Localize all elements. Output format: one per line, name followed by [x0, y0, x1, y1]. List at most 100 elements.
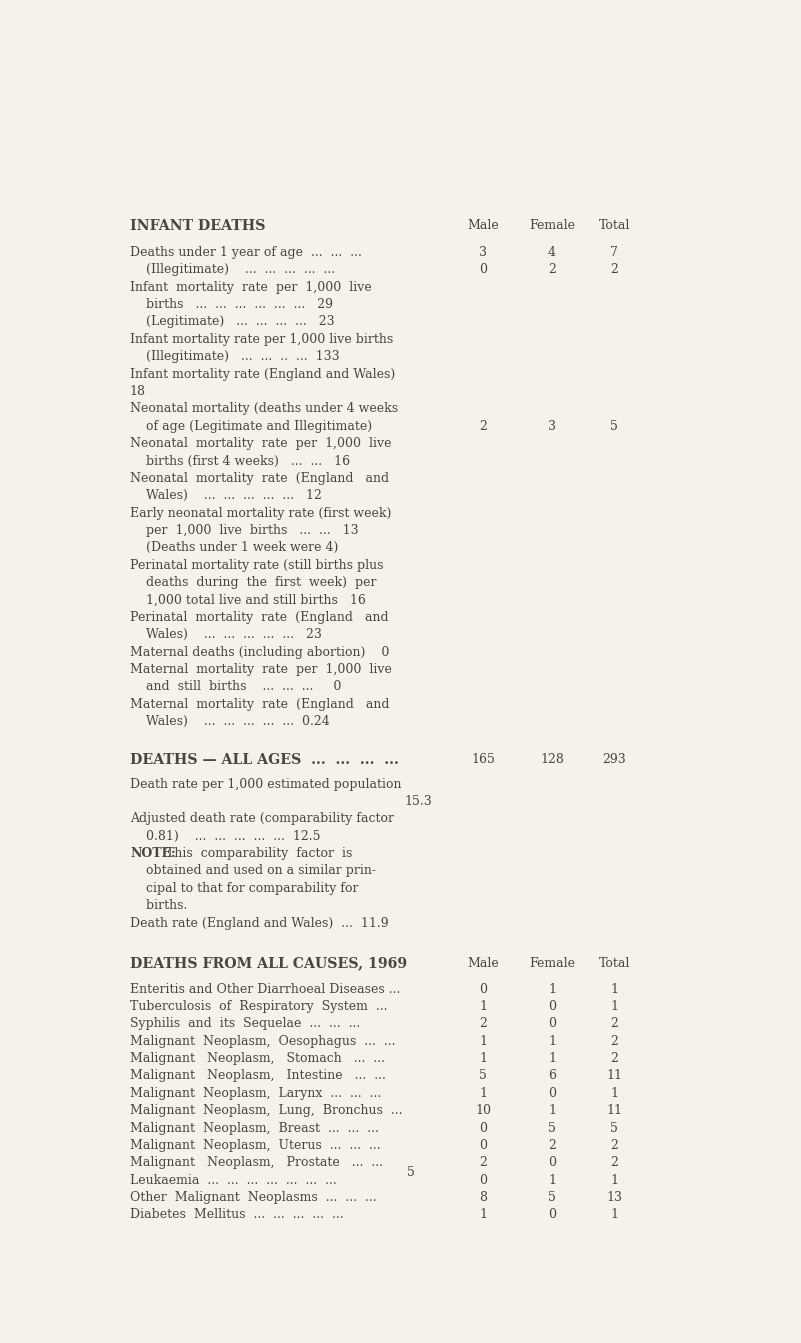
Text: 2: 2: [610, 1018, 618, 1030]
Text: 1: 1: [610, 1174, 618, 1187]
Text: Malignant   Neoplasm,   Prostate   ...  ...: Malignant Neoplasm, Prostate ... ...: [130, 1156, 383, 1170]
Text: Enteritis and Other Diarrhoeal Diseases ...: Enteritis and Other Diarrhoeal Diseases …: [130, 983, 400, 995]
Text: births   ...  ...  ...  ...  ...  ...   29: births ... ... ... ... ... ... 29: [130, 298, 333, 312]
Text: 4: 4: [548, 246, 556, 259]
Text: Malignant   Neoplasm,   Stomach   ...  ...: Malignant Neoplasm, Stomach ... ...: [130, 1052, 385, 1065]
Text: 1: 1: [479, 1052, 487, 1065]
Text: 0: 0: [548, 1001, 556, 1013]
Text: 1: 1: [548, 1052, 556, 1065]
Text: 2: 2: [548, 1139, 556, 1152]
Text: 1: 1: [548, 983, 556, 995]
Text: 1: 1: [610, 983, 618, 995]
Text: 5: 5: [548, 1191, 556, 1205]
Text: 0: 0: [479, 1139, 487, 1152]
Text: 2: 2: [610, 1156, 618, 1170]
Text: 2: 2: [610, 263, 618, 277]
Text: DEATHS FROM ALL CAUSES, 1969: DEATHS FROM ALL CAUSES, 1969: [130, 956, 407, 971]
Text: 2: 2: [479, 1156, 487, 1170]
Text: Malignant  Neoplasm,  Oesophagus  ...  ...: Malignant Neoplasm, Oesophagus ... ...: [130, 1034, 396, 1048]
Text: 5: 5: [610, 420, 618, 432]
Text: Malignant  Neoplasm,  Lung,  Bronchus  ...: Malignant Neoplasm, Lung, Bronchus ...: [130, 1104, 402, 1117]
Text: Wales)    ...  ...  ...  ...  ...   12: Wales) ... ... ... ... ... 12: [130, 489, 322, 502]
Text: Total: Total: [598, 219, 630, 232]
Text: and  still  births    ...  ...  ...     0: and still births ... ... ... 0: [130, 681, 341, 693]
Text: INFANT DEATHS: INFANT DEATHS: [130, 219, 265, 234]
Text: 2: 2: [610, 1052, 618, 1065]
Text: Infant mortality rate (England and Wales): Infant mortality rate (England and Wales…: [130, 368, 395, 380]
Text: 2: 2: [479, 420, 487, 432]
Text: 0: 0: [548, 1018, 556, 1030]
Text: 5: 5: [407, 1166, 414, 1179]
Text: NOTE:: NOTE:: [130, 847, 175, 860]
Text: DEATHS — ALL AGES  ...  ...  ...  ...: DEATHS — ALL AGES ... ... ... ...: [130, 753, 399, 767]
Text: 10: 10: [475, 1104, 491, 1117]
Text: Perinatal mortality rate (still births plus: Perinatal mortality rate (still births p…: [130, 559, 384, 572]
Text: (Deaths under 1 week were 4): (Deaths under 1 week were 4): [130, 541, 338, 555]
Text: 13: 13: [606, 1191, 622, 1205]
Text: Wales)    ...  ...  ...  ...  ...  0.24: Wales) ... ... ... ... ... 0.24: [130, 714, 330, 728]
Text: 11: 11: [606, 1104, 622, 1117]
Text: Female: Female: [529, 219, 575, 232]
Text: 3: 3: [479, 246, 487, 259]
Text: 5: 5: [479, 1069, 487, 1082]
Text: 1: 1: [610, 1001, 618, 1013]
Text: 0: 0: [479, 1121, 487, 1135]
Text: Male: Male: [467, 219, 499, 232]
Text: Male: Male: [467, 956, 499, 970]
Text: 7: 7: [610, 246, 618, 259]
Text: (Legitimate)   ...  ...  ...  ...   23: (Legitimate) ... ... ... ... 23: [130, 316, 335, 329]
Text: 15.3: 15.3: [405, 795, 433, 808]
Text: 0: 0: [548, 1156, 556, 1170]
Text: 165: 165: [471, 753, 495, 767]
Text: Maternal  mortality  rate  per  1,000  live: Maternal mortality rate per 1,000 live: [130, 663, 392, 676]
Text: Diabetes  Mellitus  ...  ...  ...  ...  ...: Diabetes Mellitus ... ... ... ... ...: [130, 1209, 344, 1222]
Text: Infant mortality rate per 1,000 live births: Infant mortality rate per 1,000 live bir…: [130, 333, 393, 346]
Text: 1: 1: [548, 1174, 556, 1187]
Text: This  comparability  factor  is: This comparability factor is: [166, 847, 352, 860]
Text: Other  Malignant  Neoplasms  ...  ...  ...: Other Malignant Neoplasms ... ... ...: [130, 1191, 376, 1205]
Text: Total: Total: [598, 956, 630, 970]
Text: of age (Legitimate and Illegitimate): of age (Legitimate and Illegitimate): [130, 420, 372, 432]
Text: 2: 2: [548, 263, 556, 277]
Text: 0.81)    ...  ...  ...  ...  ...  12.5: 0.81) ... ... ... ... ... 12.5: [130, 830, 320, 843]
Text: Infant  mortality  rate  per  1,000  live: Infant mortality rate per 1,000 live: [130, 281, 372, 294]
Text: Deaths under 1 year of age  ...  ...  ...: Deaths under 1 year of age ... ... ...: [130, 246, 362, 259]
Text: Malignant   Neoplasm,   Intestine   ...  ...: Malignant Neoplasm, Intestine ... ...: [130, 1069, 386, 1082]
Text: 1: 1: [479, 1209, 487, 1222]
Text: Death rate per 1,000 estimated population: Death rate per 1,000 estimated populatio…: [130, 778, 401, 791]
Text: births (first 4 weeks)   ...  ...   16: births (first 4 weeks) ... ... 16: [130, 454, 350, 467]
Text: Malignant  Neoplasm,  Uterus  ...  ...  ...: Malignant Neoplasm, Uterus ... ... ...: [130, 1139, 380, 1152]
Text: Syphilis  and  its  Sequelae  ...  ...  ...: Syphilis and its Sequelae ... ... ...: [130, 1018, 360, 1030]
Text: (Illegitimate)   ...  ...  ..  ...  133: (Illegitimate) ... ... .. ... 133: [130, 351, 340, 363]
Text: 0: 0: [479, 983, 487, 995]
Text: 3: 3: [548, 420, 556, 432]
Text: 5: 5: [548, 1121, 556, 1135]
Text: (Illegitimate)    ...  ...  ...  ...  ...: (Illegitimate) ... ... ... ... ...: [130, 263, 335, 277]
Text: Leukaemia  ...  ...  ...  ...  ...  ...  ...: Leukaemia ... ... ... ... ... ... ...: [130, 1174, 336, 1187]
Text: 1: 1: [479, 1001, 487, 1013]
Text: Neonatal mortality (deaths under 4 weeks: Neonatal mortality (deaths under 4 weeks: [130, 403, 398, 415]
Text: Neonatal  mortality  rate  per  1,000  live: Neonatal mortality rate per 1,000 live: [130, 436, 392, 450]
Text: obtained and used on a similar prin-: obtained and used on a similar prin-: [130, 865, 376, 877]
Text: Perinatal  mortality  rate  (England   and: Perinatal mortality rate (England and: [130, 611, 388, 624]
Text: 1: 1: [548, 1104, 556, 1117]
Text: 0: 0: [548, 1209, 556, 1222]
Text: Early neonatal mortality rate (first week): Early neonatal mortality rate (first wee…: [130, 506, 392, 520]
Text: 1,000 total live and still births   16: 1,000 total live and still births 16: [130, 594, 366, 607]
Text: cipal to that for comparability for: cipal to that for comparability for: [130, 882, 358, 894]
Text: 1: 1: [610, 1086, 618, 1100]
Text: 2: 2: [610, 1139, 618, 1152]
Text: 0: 0: [479, 263, 487, 277]
Text: births.: births.: [130, 900, 187, 912]
Text: Wales)    ...  ...  ...  ...  ...   23: Wales) ... ... ... ... ... 23: [130, 629, 322, 641]
Text: Maternal deaths (including abortion)    0: Maternal deaths (including abortion) 0: [130, 646, 389, 658]
Text: Malignant  Neoplasm,  Breast  ...  ...  ...: Malignant Neoplasm, Breast ... ... ...: [130, 1121, 379, 1135]
Text: 1: 1: [479, 1034, 487, 1048]
Text: Female: Female: [529, 956, 575, 970]
Text: 11: 11: [606, 1069, 622, 1082]
Text: 2: 2: [610, 1034, 618, 1048]
Text: Malignant  Neoplasm,  Larynx  ...  ...  ...: Malignant Neoplasm, Larynx ... ... ...: [130, 1086, 381, 1100]
Text: 8: 8: [479, 1191, 487, 1205]
Text: 293: 293: [602, 753, 626, 767]
Text: 5: 5: [610, 1121, 618, 1135]
